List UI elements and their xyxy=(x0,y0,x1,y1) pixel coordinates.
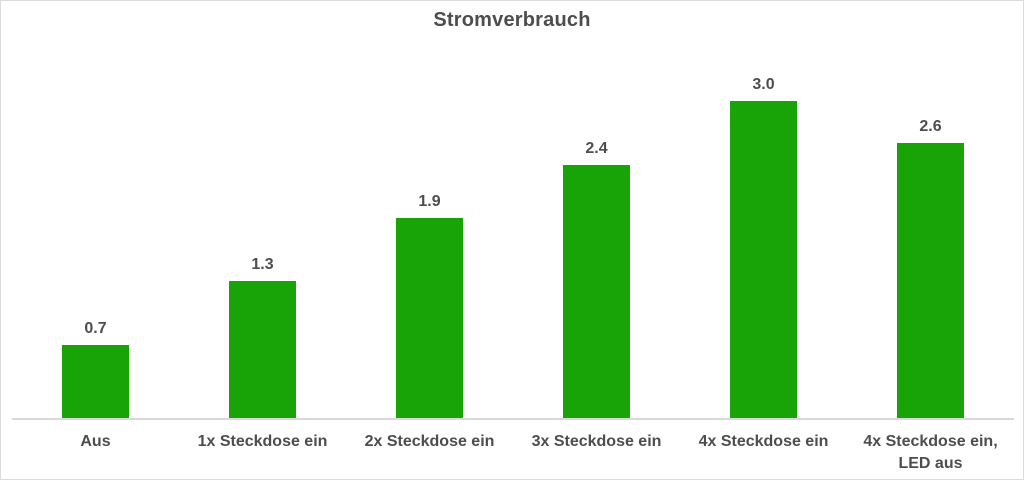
bar-value-label: 1.9 xyxy=(418,193,441,210)
category-label: 1x Steckdose ein xyxy=(197,433,328,450)
bar-value-label: 3.0 xyxy=(752,76,775,93)
x-axis-labels: Aus 1x Steckdose ein 2x Steckdose ein 3x St… xyxy=(12,431,1014,475)
bar-value-label: 0.7 xyxy=(84,320,107,337)
bar xyxy=(396,218,463,419)
category-label: 4x Steckdose ein xyxy=(698,433,829,450)
bar-value-label: 1.3 xyxy=(251,256,274,273)
bar xyxy=(730,101,797,419)
plot-area: 0.7 1.3 1.9 2.4 3.0 2.6 xyxy=(12,1,1014,420)
bar-value-label: 2.4 xyxy=(585,140,608,157)
x-axis-line xyxy=(12,418,1014,420)
category-label: 4x Steckdose ein, LED aus xyxy=(863,433,998,472)
bar-slot: 0.7 xyxy=(12,1,179,419)
category-label: Aus xyxy=(80,433,111,450)
bars-row: 0.7 1.3 1.9 2.4 3.0 2.6 xyxy=(12,1,1014,419)
bar xyxy=(897,143,964,419)
bar xyxy=(563,165,630,419)
bar-slot: 1.3 xyxy=(179,1,346,419)
bar-value-label: 2.6 xyxy=(919,118,942,135)
category-label: 2x Steckdose ein xyxy=(364,433,495,450)
bar-slot: 2.6 xyxy=(847,1,1014,419)
category-label: 3x Steckdose ein xyxy=(531,433,662,450)
bar-slot: 3.0 xyxy=(680,1,847,419)
bar-slot: 1.9 xyxy=(346,1,513,419)
bar-slot: 2.4 xyxy=(513,1,680,419)
bar xyxy=(62,345,129,419)
bar xyxy=(229,281,296,419)
chart-title: Stromverbrauch xyxy=(433,9,591,31)
